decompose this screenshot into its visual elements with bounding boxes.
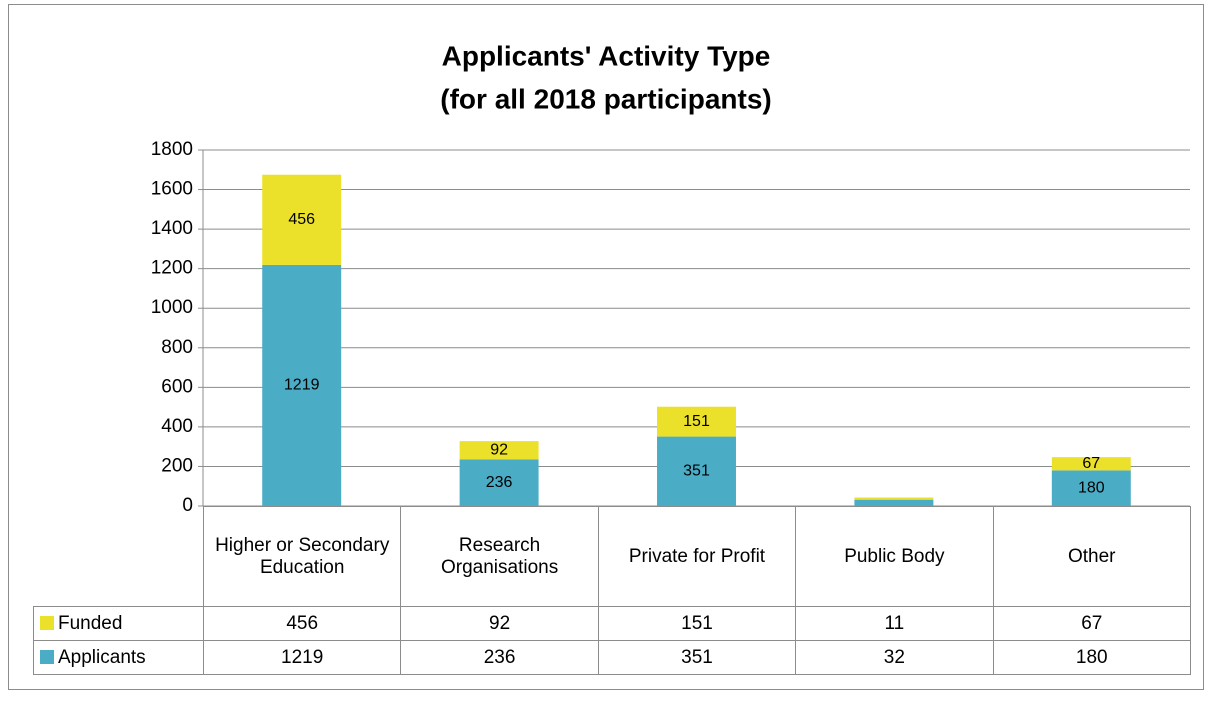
bar-segment bbox=[1051, 470, 1131, 506]
data-table: Higher or Secondary Education Research Or… bbox=[33, 506, 1191, 675]
y-tick-label: 1200 bbox=[151, 258, 193, 279]
chart-frame bbox=[8, 4, 1204, 690]
bar-segment bbox=[1051, 457, 1131, 471]
table-value: 92 bbox=[400, 606, 599, 641]
blank-cell bbox=[34, 507, 204, 607]
bar-segment bbox=[854, 499, 934, 506]
legend-swatch bbox=[40, 649, 54, 664]
chart-subtitle: (for all 2018 participants) bbox=[440, 83, 771, 114]
data-label: 1219 bbox=[284, 377, 320, 394]
bar-segment bbox=[657, 436, 736, 506]
category-label: Higher or Secondary Education bbox=[202, 506, 402, 607]
bar-segment bbox=[854, 497, 934, 500]
legend-label: Funded bbox=[58, 612, 123, 634]
bar-segment bbox=[459, 441, 539, 460]
y-tick-label: 200 bbox=[161, 455, 193, 476]
y-tick-label: 1000 bbox=[151, 297, 193, 318]
table-value: 456 bbox=[202, 606, 402, 641]
category-label: Private for Profit bbox=[597, 506, 797, 607]
table-value: 151 bbox=[597, 606, 797, 641]
data-label: 151 bbox=[683, 413, 710, 430]
table-value: 351 bbox=[597, 640, 797, 675]
bar-segment bbox=[262, 174, 342, 265]
bar-segment bbox=[459, 459, 539, 506]
y-tick-label: 1600 bbox=[151, 179, 193, 200]
legend-label: Applicants bbox=[58, 646, 146, 668]
table-value: 67 bbox=[992, 606, 1191, 641]
category-label: Public Body bbox=[795, 506, 994, 607]
data-label: 67 bbox=[1082, 455, 1100, 472]
category-label: Other bbox=[992, 506, 1191, 607]
data-label: 236 bbox=[486, 474, 513, 491]
table-value: 11 bbox=[795, 606, 994, 641]
y-tick-label: 1400 bbox=[151, 218, 193, 239]
table-value: 1219 bbox=[202, 640, 402, 675]
legend-swatch bbox=[40, 615, 54, 630]
category-label: Research Organisations bbox=[400, 506, 599, 607]
y-tick-label: 600 bbox=[161, 376, 193, 397]
table-value: 32 bbox=[795, 640, 994, 675]
chart-title: Applicants' Activity Type bbox=[442, 40, 771, 71]
bar-segment bbox=[262, 264, 342, 506]
series-row: Applicants 1219 236 351 32 180 bbox=[33, 640, 1191, 675]
bar-segment bbox=[657, 406, 736, 437]
y-tick-label: 0 bbox=[182, 495, 193, 516]
series-row: Funded 456 92 151 11 67 bbox=[33, 606, 1191, 641]
y-tick-label: 400 bbox=[161, 416, 193, 437]
data-label: 351 bbox=[683, 463, 710, 480]
y-tick-label: 1800 bbox=[151, 139, 193, 160]
y-tick-label: 800 bbox=[161, 337, 193, 358]
table-value: 236 bbox=[400, 640, 599, 675]
data-label: 92 bbox=[490, 441, 508, 458]
data-label: 456 bbox=[288, 211, 315, 228]
table-value: 180 bbox=[992, 640, 1191, 675]
header-row: Higher or Secondary Education Research Or… bbox=[34, 506, 1191, 607]
legend-cell: Applicants bbox=[33, 640, 204, 675]
legend-cell: Funded bbox=[33, 606, 204, 641]
data-label: 180 bbox=[1078, 479, 1105, 496]
